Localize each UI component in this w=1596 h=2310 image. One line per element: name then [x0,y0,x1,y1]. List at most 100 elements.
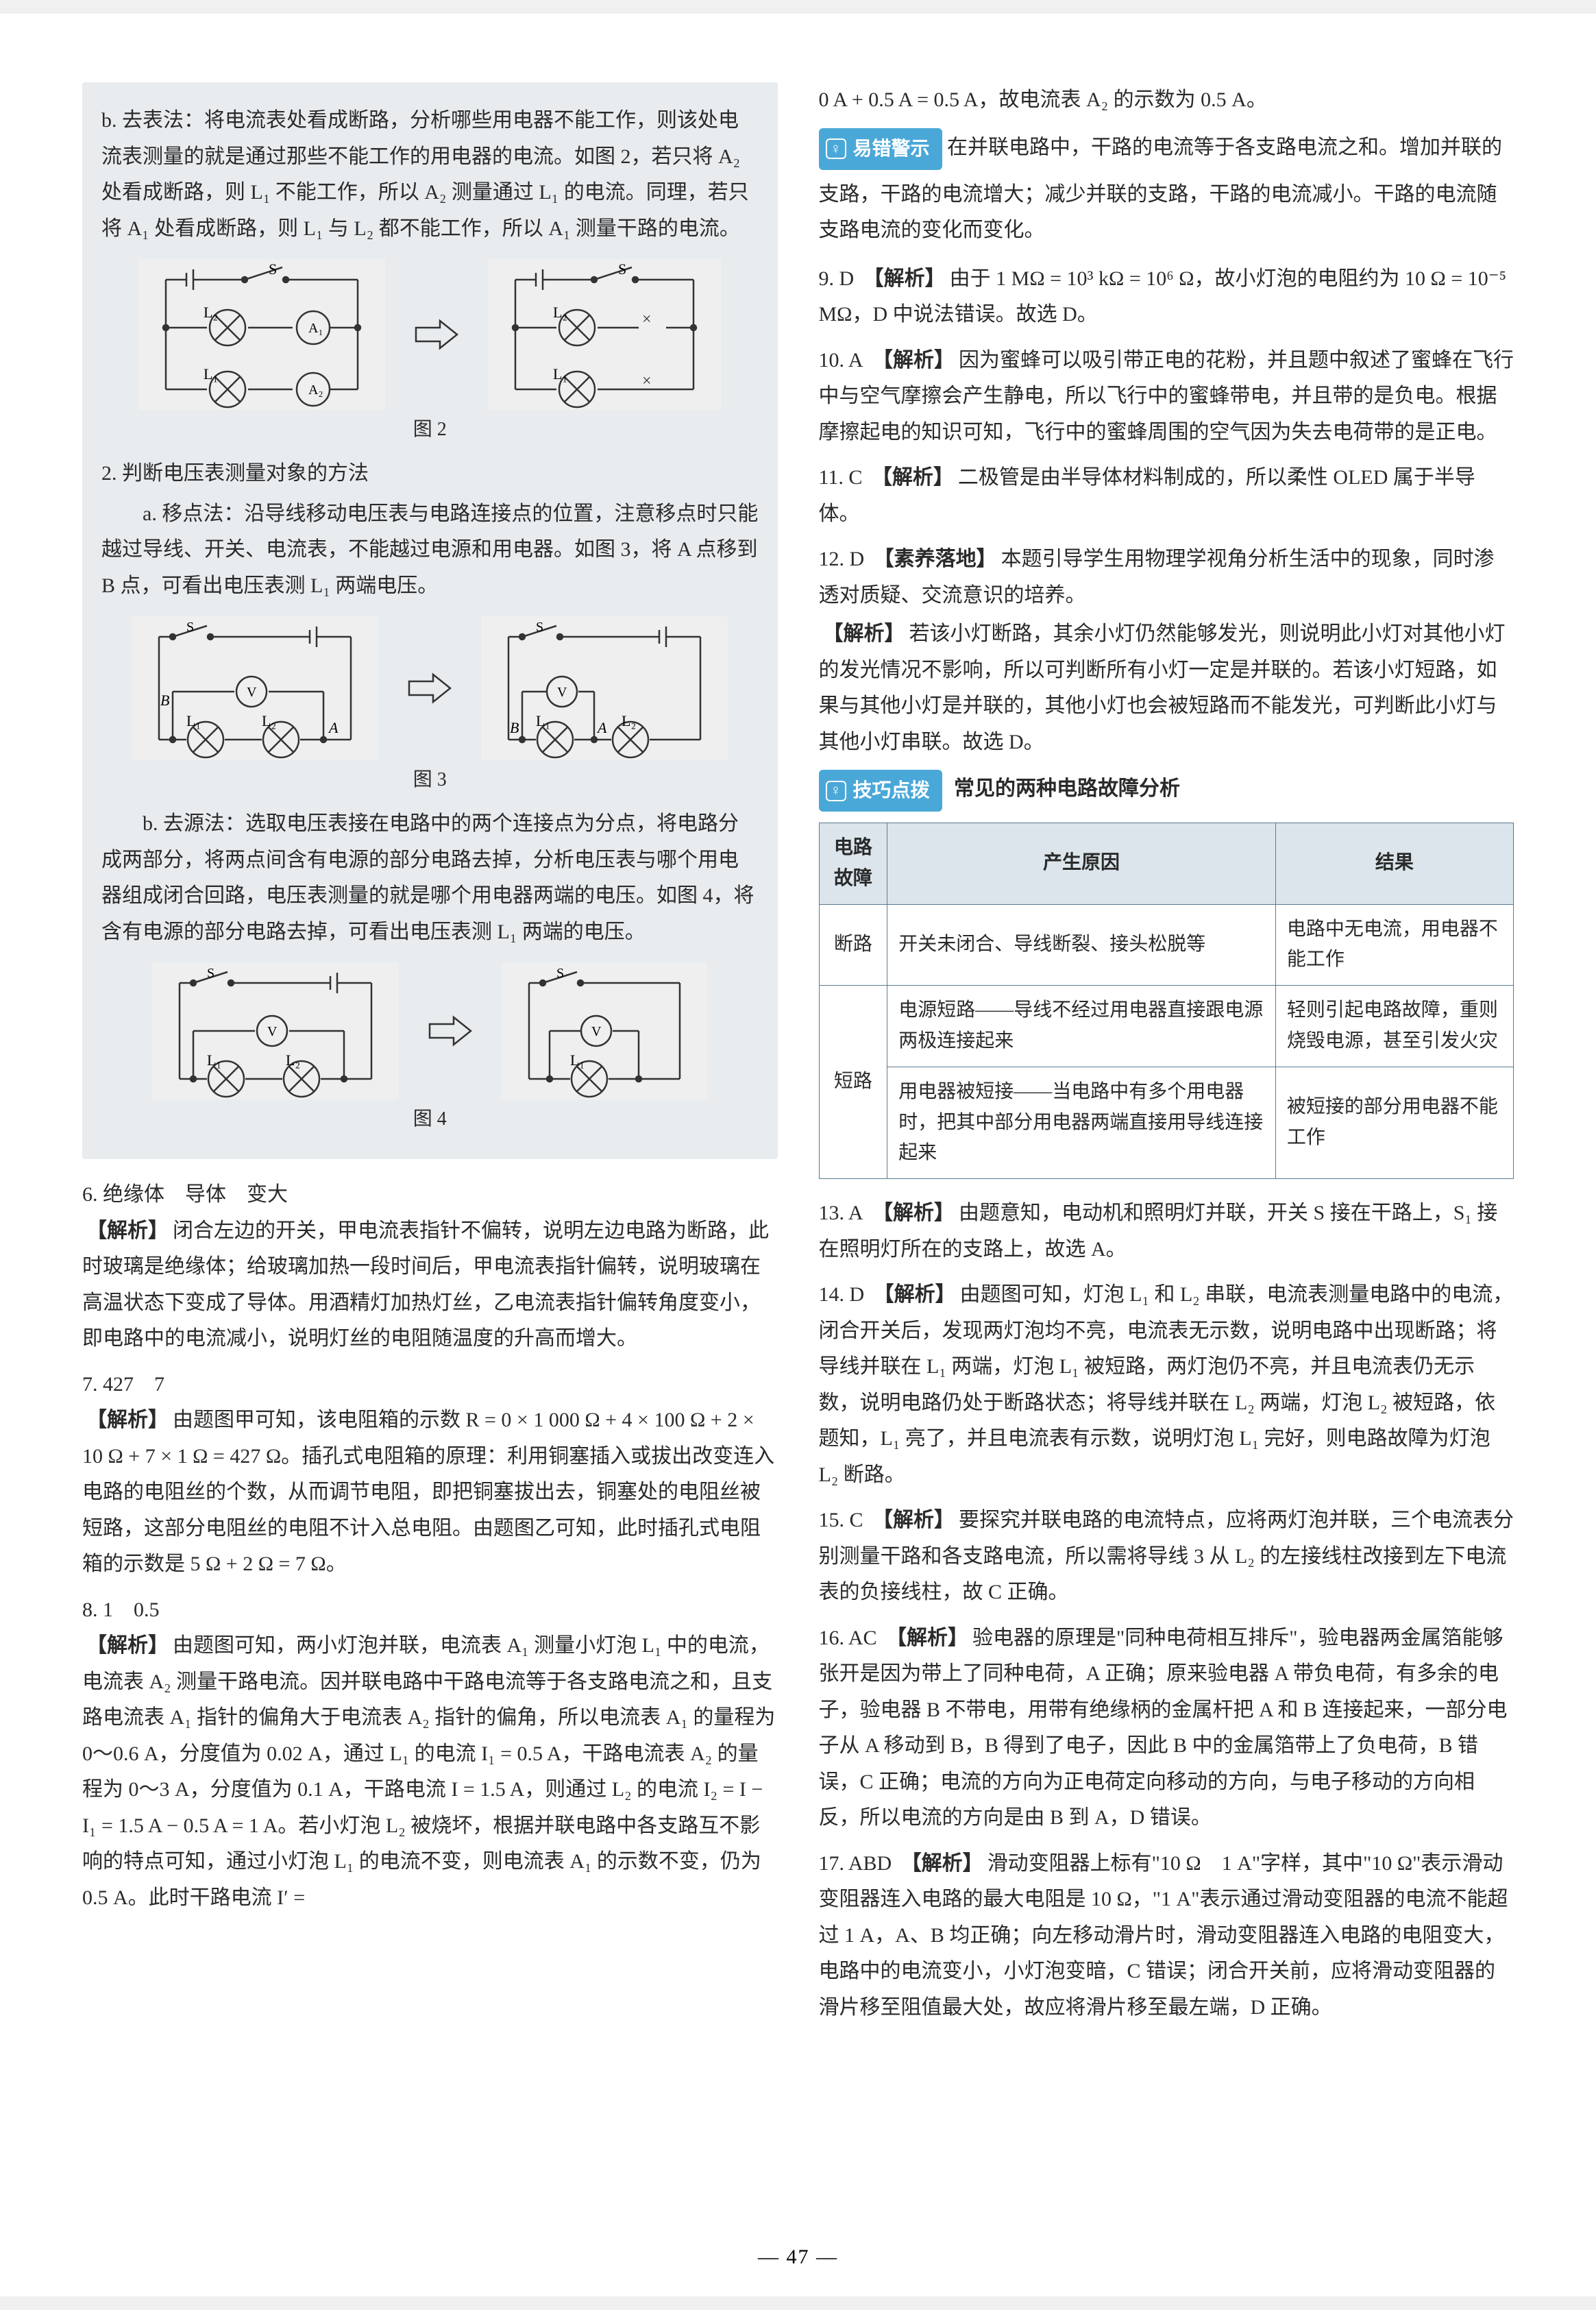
circuit-fig3-left: S V B A L₁ L₂ [132,616,378,760]
cell-break-cause: 开关未闭合、导线断裂、接头松脱等 [887,904,1276,986]
figure-2: S A₁ A₂ L₂ L₁ [101,259,759,410]
arrow-icon-2 [406,671,454,705]
answer-9: 9. D 【解析】由于 1 MΩ = 10³ kΩ = 10⁶ Ω，故小灯泡的电… [819,261,1514,333]
circuit-fig4-left: S V L₁ L₂ [152,962,399,1099]
table-row: 断路 开关未闭合、导线断裂、接头松脱等 电路中无电流，用电器不能工作 [819,904,1514,986]
method-a-movepoint: a. 移点法：沿导线移动电压表与电路连接点的位置，注意移点时只能越过导线、开关、… [101,496,759,605]
th-fault: 电路故障 [819,823,887,905]
label-s: S [269,260,277,278]
label-s4: S [536,620,543,635]
lightbulb-icon: ♀ [826,138,846,159]
label-s5: S [207,966,214,981]
analysis-label-12: 【解析】 [823,616,905,653]
analysis-label-8: 【解析】 [86,1628,169,1664]
label-l1f: L₁ [570,1051,585,1069]
answer-16-num: 16. AC [819,1627,877,1649]
answer-15: 15. C 【解析】要探究并联电路的电流特点，应将两灯泡并联，三个电流表分别测量… [819,1503,1514,1611]
quality-tag: 【素养落地】 [874,542,997,578]
section-2-title: 2. 判断电压表测量对象的方法 [101,456,759,492]
tip-banner-2-text: 技巧点拨 [853,774,930,807]
cell-short: 短路 [819,986,887,1179]
figure-2-caption: 图 2 [101,413,759,446]
circuit-fig3-right: S V B A L₁ L₂ [481,616,728,760]
label-l1b: L₁ [553,365,567,382]
right-column: 0 A + 0.5 A = 0.5 A，故电流表 A₂ 的示数为 0.5 A。 … [819,82,1514,2035]
label-v3: V [267,1024,278,1039]
arrow-icon-3 [426,1014,474,1048]
answer-7-line: 7. 427 7 [82,1367,778,1403]
analysis-label-17: 【解析】 [901,1846,983,1882]
analysis-label-16: 【解析】 [886,1620,968,1657]
arrow-icon [413,317,461,352]
table-row: 短路 电源短路——导线不经过用电器直接跟电源两极连接起来 轻则引起电路故障，重则… [819,986,1514,1067]
cell-short-cause1: 电源短路——导线不经过用电器直接跟电源两极连接起来 [887,986,1276,1067]
answer-10: 10. A 【解析】因为蜜蜂可以吸引带正电的花粉，并且题中叙述了蜜蜂在飞行中与空… [819,343,1514,451]
cell-break-result: 电路中无电流，用电器不能工作 [1275,904,1513,986]
analysis-label-13: 【解析】 [872,1195,955,1232]
answer-15-num: 15. C [819,1509,863,1531]
lightbulb-icon-2: ♀ [826,781,846,801]
answer-17: 17. ABD 【解析】滑动变阻器上标有"10 Ω 1 A"字样，其中"10 Ω… [819,1846,1514,2026]
table-header-row: 电路故障 产生原因 结果 [819,823,1514,905]
cell-short-cause2: 用电器被短接——当电路中有多个用电器时，把其中部分用电器两端直接用导线连接起来 [887,1067,1276,1178]
label-l2c: L₂ [262,712,276,729]
cell-break: 断路 [819,904,887,986]
label-b: B [160,692,169,709]
tip-technique: ♀ 技巧点拨 常见的两种电路故障分析 [819,770,1514,818]
method-b-removal: b. 去表法：将电流表处看成断路，分析哪些用电器不能工作，则该处电流表测量的就是… [101,103,759,247]
label-s3: S [186,620,194,635]
answer-12-num: 12. D [819,548,865,570]
label-s2: S [618,260,626,278]
answer-16: 16. AC 【解析】验电器的原理是"同种电荷相互排斥"，验电器两金属箔能够张开… [819,1620,1514,1836]
analysis-label: 【解析】 [86,1213,169,1250]
th-cause: 产生原因 [887,823,1276,905]
label-l2d: L₂ [622,712,636,729]
answer-8-line: 8. 1 0.5 [82,1592,778,1629]
answer-8-analysis: 【解析】由题图可知，两小灯泡并联，电流表 A₁ 测量小灯泡 L₁ 中的电流，电流… [82,1628,778,1916]
label-v4: V [591,1024,602,1039]
answer-6-line: 6. 绝缘体 导体 变大 [82,1177,778,1213]
answer-11: 11. C 【解析】二极管是由半导体材料制成的，所以柔性 OLED 属于半导体。 [819,460,1514,532]
answer-9-num: 9. D [819,267,855,290]
svg-text:×: × [642,372,652,390]
analysis-label-14: 【解析】 [874,1277,956,1313]
label-v2: V [557,685,567,700]
analysis-label-7: 【解析】 [86,1402,169,1439]
answer-7: 7. 427 7 【解析】由题图甲可知，该电阻箱的示数 R = 0 × 1 00… [82,1367,778,1583]
tip-error-warning: ♀ 易错警示 在并联电路中，干路的电流等于各支路电流之和。增加并联的支路，干路的… [819,128,1514,249]
answer-8: 8. 1 0.5 【解析】由题图可知，两小灯泡并联，电流表 A₁ 测量小灯泡 L… [82,1592,778,1917]
answer-14-body: 由题图可知，灯泡 L₁ 和 L₂ 串联，电流表测量电路中的电流，闭合开关后，发现… [819,1283,1514,1486]
tip-banner-1-text: 易错警示 [853,132,930,166]
two-column-layout: b. 去表法：将电流表处看成断路，分析哪些用电器不能工作，则该处电流表测量的就是… [82,82,1514,2035]
answer-6-body: 闭合左边的开关，甲电流表指针不偏转，说明左边电路为断路，此时玻璃是绝缘体；给玻璃… [82,1219,769,1350]
circuit-fig2-left: S A₁ A₂ L₂ L₁ [138,259,385,410]
fault-table: 电路故障 产生原因 结果 断路 开关未闭合、导线断裂、接头松脱等 电路中无电流，… [819,823,1514,1179]
figure-4: S V L₁ L₂ [101,962,759,1099]
circuit-fig2-right: × × S L₂ L₁ [488,259,721,410]
label-l1d: L₁ [536,712,550,729]
method-highlight-box: b. 去表法：将电流表处看成断路，分析哪些用电器不能工作，则该处电流表测量的就是… [82,82,778,1159]
label-a1: A₁ [308,321,323,336]
answer-11-num: 11. C [819,466,863,489]
answer-10-num: 10. A [819,349,863,372]
answer-8-continued: 0 A + 0.5 A = 0.5 A，故电流表 A₂ 的示数为 0.5 A。 [819,82,1514,119]
label-v: V [247,685,257,700]
label-a: A [328,719,339,736]
label-l2b: L₂ [553,304,567,321]
figure-3: S V B A L₁ L₂ [101,616,759,760]
answer-6: 6. 绝缘体 导体 变大 【解析】闭合左边的开关，甲电流表指针不偏转，说明左边电… [82,1177,778,1357]
answer-16-body: 验电器的原理是"同种电荷相互排斥"，验电器两金属箔能够张开是因为带上了同种电荷，… [819,1627,1508,1829]
page: b. 去表法：将电流表处看成断路，分析哪些用电器不能工作，则该处电流表测量的就是… [0,14,1596,2296]
label-l1: L₁ [204,365,218,382]
answer-13: 13. A 【解析】由题意知，电动机和照明灯并联，开关 S 接在干路上，S₁ 接… [819,1195,1514,1267]
label-l2e: L₂ [286,1051,300,1069]
answer-6-analysis: 【解析】闭合左边的开关，甲电流表指针不偏转，说明左边电路为断路，此时玻璃是绝缘体… [82,1213,778,1357]
figure-4-caption: 图 4 [101,1102,759,1136]
figure-3-caption: 图 3 [101,763,759,797]
left-column: b. 去表法：将电流表处看成断路，分析哪些用电器不能工作，则该处电流表测量的就是… [82,82,778,2035]
cell-short-result2: 被短接的部分用电器不能工作 [1275,1067,1513,1178]
table-row: 用电器被短接——当电路中有多个用电器时，把其中部分用电器两端直接用导线连接起来 … [819,1067,1514,1178]
label-b2: B [510,719,519,736]
label-a2: A [596,719,607,736]
answer-14: 14. D 【解析】由题图可知，灯泡 L₁ 和 L₂ 串联，电流表测量电路中的电… [819,1277,1514,1493]
